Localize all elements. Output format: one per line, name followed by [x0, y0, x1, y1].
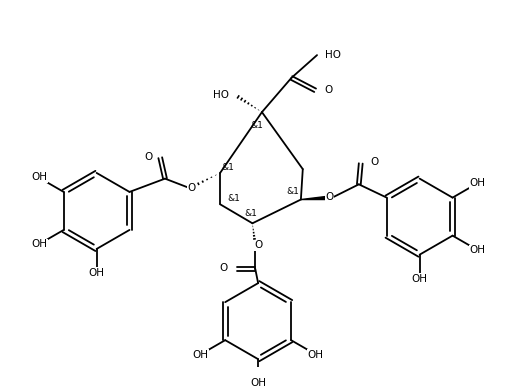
- Text: OH: OH: [31, 239, 47, 249]
- Text: O: O: [188, 183, 196, 193]
- Text: &1: &1: [227, 194, 240, 203]
- Text: O: O: [254, 240, 262, 250]
- Polygon shape: [301, 196, 332, 200]
- Text: O: O: [144, 152, 153, 162]
- Text: OH: OH: [469, 178, 485, 188]
- Text: O: O: [325, 85, 333, 95]
- Text: HO: HO: [325, 50, 341, 60]
- Text: OH: OH: [307, 350, 324, 360]
- Text: &1: &1: [251, 121, 264, 130]
- Text: OH: OH: [193, 350, 209, 360]
- Text: &1: &1: [221, 163, 234, 172]
- Text: O: O: [219, 263, 228, 273]
- Text: HO: HO: [213, 90, 229, 100]
- Text: OH: OH: [469, 245, 485, 255]
- Text: &1: &1: [287, 188, 300, 196]
- Text: OH: OH: [89, 268, 105, 278]
- Text: OH: OH: [31, 173, 47, 183]
- Text: O: O: [370, 157, 378, 168]
- Text: OH: OH: [412, 274, 428, 284]
- Text: O: O: [325, 192, 333, 201]
- Text: OH: OH: [250, 378, 266, 386]
- Text: &1: &1: [244, 209, 257, 218]
